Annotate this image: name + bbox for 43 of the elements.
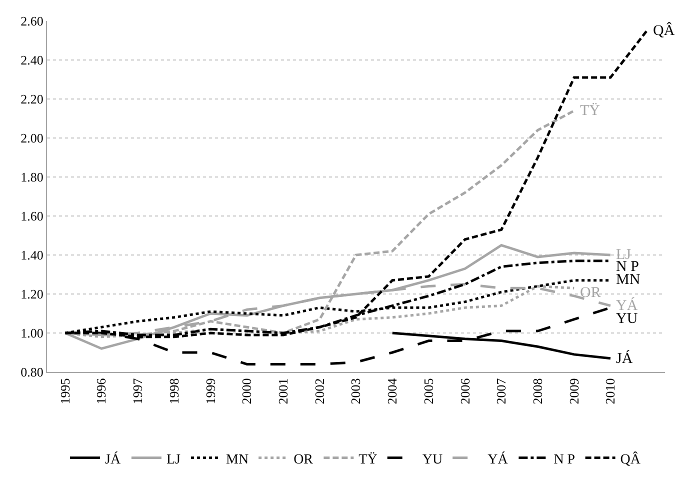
x-tick-label: 1995 [57,378,72,404]
y-tick-label: 2.00 [20,130,44,146]
legend-label: N P [554,452,576,468]
text: JÁ [616,351,633,367]
legend-label: YÁ [488,450,509,468]
y-tick-label: 1.80 [20,170,44,185]
x-tick-label: 2001 [276,378,291,404]
x-tick-label: 1999 [202,378,218,404]
x-tick-label: 1997 [130,378,146,404]
y-tick-label: 0.80 [20,364,44,380]
text: TŸ [580,103,600,119]
legend-label: YU [422,452,443,468]
x-tick-label: 1998 [166,378,182,404]
x-tick-label: 1996 [94,378,109,404]
legend-label: QÂ [620,450,642,468]
y-tick-label: 2.20 [20,92,44,107]
x-tick-label: 2008 [530,378,545,404]
x-tick-label: 2002 [312,378,327,404]
y-tick-label: 1.20 [20,286,44,302]
text: MN [616,272,640,288]
x-tick-label: 2007 [494,378,509,404]
legend-label: OR [294,452,314,468]
legend-label: JÁ [105,450,122,468]
y-tick-label: 2.60 [20,14,44,29]
y-tick-label: 2.40 [20,52,44,68]
legend-label: TŸ [358,451,378,468]
x-tick-label: 2004 [384,378,400,404]
x-tick-label: 2005 [420,378,436,404]
x-tick-label: 2003 [348,378,364,404]
x-tick-label: 2009 [566,378,582,404]
x-tick-label: 2000 [239,378,254,404]
x-tick-label: 2010 [602,378,618,404]
text: OR [580,285,601,301]
legend-label: LJ [166,452,181,468]
text: YÁ [616,298,638,314]
y-tick-label: 1.00 [20,326,44,341]
legend-label: MN [226,452,249,468]
y-tick-label: 1.60 [20,208,44,224]
text: N P [616,259,639,275]
y-tick-label: 1.40 [20,248,44,263]
x-tick-label: 2006 [457,378,472,404]
text: QÂ [653,23,675,39]
text: YU [616,311,638,327]
